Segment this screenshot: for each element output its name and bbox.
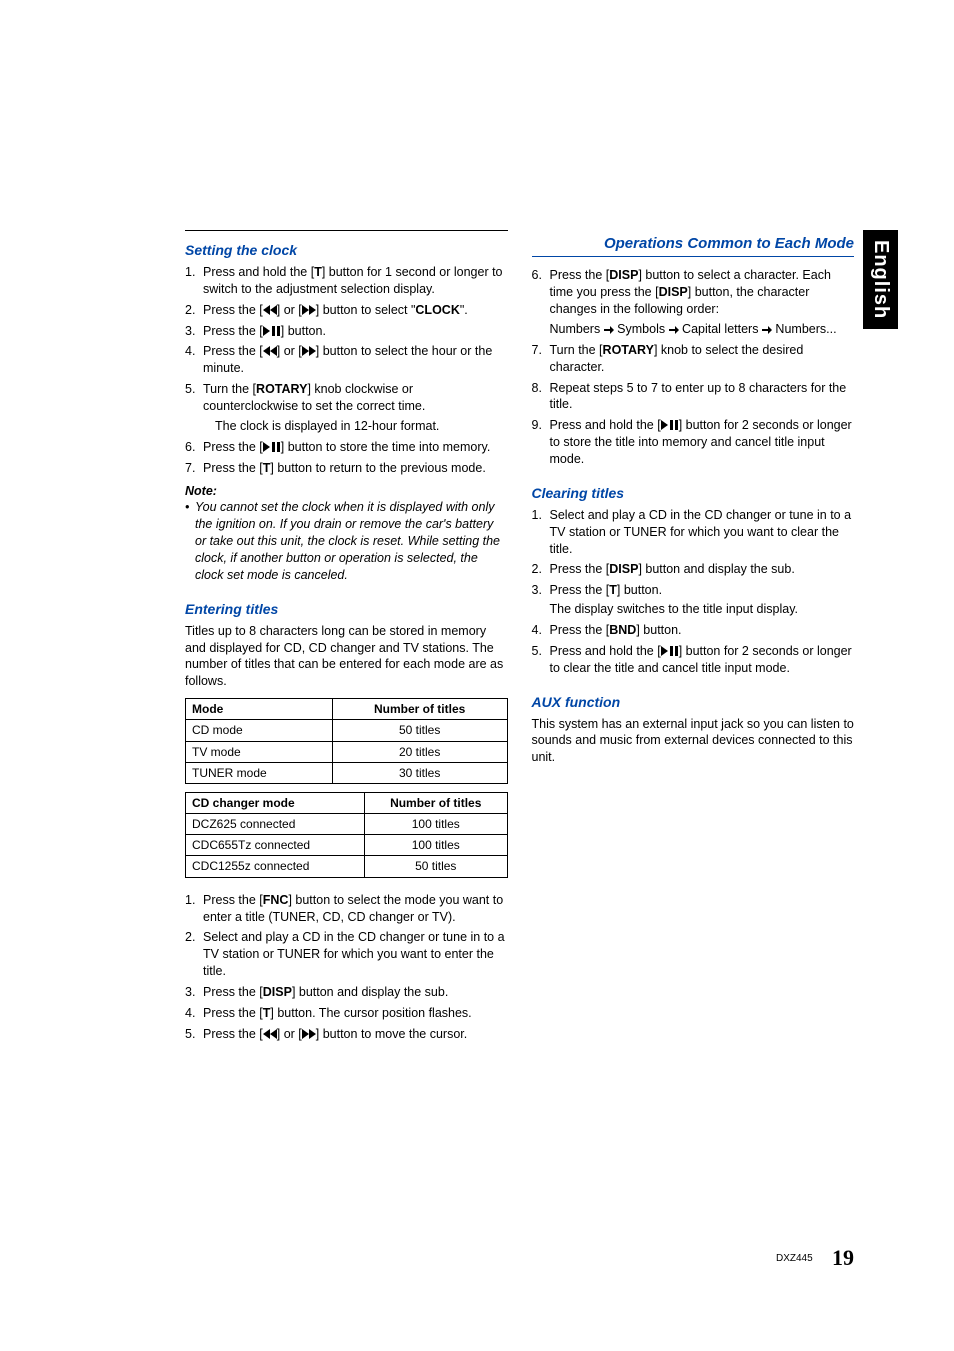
entering-titles-steps-cont: Press the [DISP] button to select a char…: [532, 267, 855, 468]
step-sub: The display switches to the title input …: [550, 601, 855, 618]
table-row: TUNER mode30 titles: [186, 762, 508, 783]
divider: [185, 230, 508, 231]
table-row: CD mode50 titles: [186, 720, 508, 741]
table-row: CDC655Tz connected100 titles: [186, 835, 508, 856]
arrow-right-icon: [762, 326, 772, 334]
page-number: 19: [832, 1245, 854, 1270]
model-number: DXZ445: [776, 1253, 813, 1264]
step: Press the [] button.: [185, 323, 508, 340]
step: Repeat steps 5 to 7 to enter up to 8 cha…: [532, 380, 855, 414]
rewind-icon: [263, 346, 277, 356]
step: Press the [DISP] button to select a char…: [532, 267, 855, 338]
arrow-right-icon: [604, 326, 614, 334]
character-order: Numbers Symbols Capital letters Numbers.…: [550, 321, 855, 338]
mode-table: Mode Number of titles CD mode50 titles T…: [185, 698, 508, 784]
rewind-icon: [263, 305, 277, 315]
step: Press the [] or [] button to move the cu…: [185, 1026, 508, 1043]
step: Press and hold the [] button for 2 secon…: [532, 417, 855, 468]
right-column: Operations Common to Each Mode Press the…: [532, 230, 855, 1047]
table-header: CD changer mode: [186, 792, 365, 813]
left-column: Setting the clock Press and hold the [T]…: [185, 230, 508, 1047]
heading-setting-clock: Setting the clock: [185, 241, 508, 260]
note-label: Note:: [185, 483, 508, 500]
play-pause-icon: [263, 442, 281, 452]
language-tab: English: [863, 230, 898, 329]
step: Press the [] or [] button to select "CLO…: [185, 302, 508, 319]
section-header: Operations Common to Each Mode: [532, 234, 855, 257]
step: Press the [T] button. The display switch…: [532, 582, 855, 618]
step: Select and play a CD in the CD changer o…: [532, 507, 855, 558]
step: Press the [T] button to return to the pr…: [185, 460, 508, 477]
step: Press the [DISP] button and display the …: [185, 984, 508, 1001]
heading-aux: AUX function: [532, 693, 855, 712]
footer: DXZ445 19: [776, 1243, 854, 1273]
arrow-right-icon: [669, 326, 679, 334]
heading-entering-titles: Entering titles: [185, 600, 508, 619]
step: Turn the [ROTARY] knob clockwise or coun…: [185, 381, 508, 435]
clearing-titles-steps: Select and play a CD in the CD changer o…: [532, 507, 855, 677]
step: Press the [] or [] button to select the …: [185, 343, 508, 377]
entering-titles-steps: Press the [FNC] button to select the mod…: [185, 892, 508, 1043]
step: Press the [BND] button.: [532, 622, 855, 639]
heading-clearing-titles: Clearing titles: [532, 484, 855, 503]
step: Press the [DISP] button and display the …: [532, 561, 855, 578]
intro-text: Titles up to 8 characters long can be st…: [185, 623, 508, 691]
play-pause-icon: [661, 420, 679, 430]
aux-body: This system has an external input jack s…: [532, 716, 855, 767]
step: Press the [FNC] button to select the mod…: [185, 892, 508, 926]
step: Turn the [ROTARY] knob to select the des…: [532, 342, 855, 376]
ffwd-icon: [302, 305, 316, 315]
step: Press the [T] button. The cursor positio…: [185, 1005, 508, 1022]
play-pause-icon: [263, 326, 281, 336]
table-row: CDC1255z connected50 titles: [186, 856, 508, 877]
table-header: Number of titles: [364, 792, 507, 813]
note-body: You cannot set the clock when it is disp…: [185, 499, 508, 583]
rewind-icon: [263, 1029, 277, 1039]
table-header: Mode: [186, 699, 333, 720]
ffwd-icon: [302, 1029, 316, 1039]
step: Press and hold the [] button for 2 secon…: [532, 643, 855, 677]
step-sub: The clock is displayed in 12-hour format…: [203, 418, 508, 435]
ffwd-icon: [302, 346, 316, 356]
page-content: Setting the clock Press and hold the [T]…: [0, 0, 954, 1107]
step: Press the [] button to store the time in…: [185, 439, 508, 456]
table-header: Number of titles: [332, 699, 507, 720]
table-row: DCZ625 connected100 titles: [186, 814, 508, 835]
play-pause-icon: [661, 646, 679, 656]
step: Press and hold the [T] button for 1 seco…: [185, 264, 508, 298]
step: Select and play a CD in the CD changer o…: [185, 929, 508, 980]
table-row: TV mode20 titles: [186, 741, 508, 762]
cd-changer-table: CD changer mode Number of titles DCZ625 …: [185, 792, 508, 878]
setting-clock-steps: Press and hold the [T] button for 1 seco…: [185, 264, 508, 477]
